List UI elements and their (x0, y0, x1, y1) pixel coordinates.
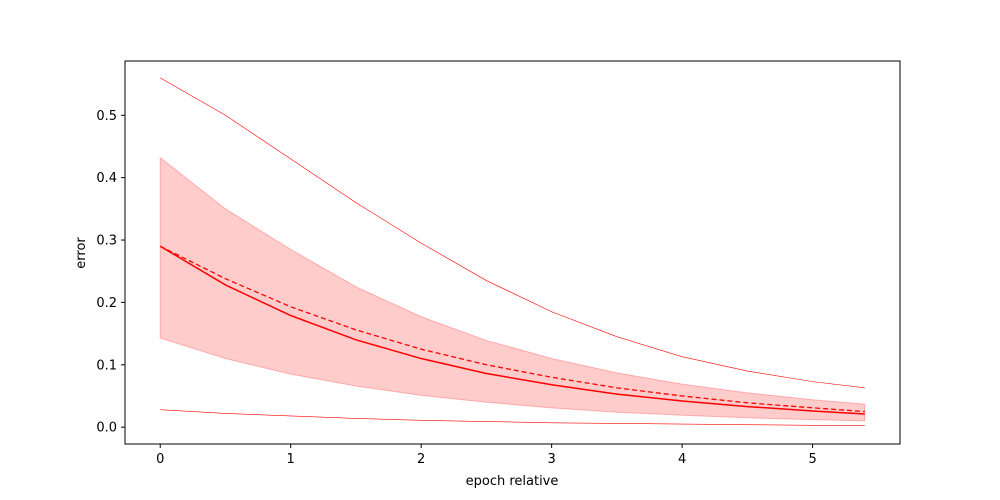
series-line-thin-upper (160, 77, 865, 389)
y-tick-label: 0.2 (96, 296, 117, 311)
y-tick-label: 0.1 (96, 358, 117, 373)
x-axis-ticks: 0 1 2 3 4 5 (156, 444, 817, 467)
y-tick-label: 0.0 (96, 421, 117, 436)
series-lines-layer (159, 77, 865, 426)
series-line-dashed (159, 245, 865, 413)
x-tick-label: 0 (156, 452, 164, 467)
y-axis-ticks: 0.0 0.1 0.2 0.3 0.4 0.5 (96, 109, 125, 436)
x-tick-label: 2 (417, 452, 425, 467)
x-tick-label: 4 (678, 452, 686, 467)
x-tick-label: 5 (808, 452, 816, 467)
confidence-band (159, 156, 866, 422)
series-line-solid (159, 245, 865, 415)
series-line-thin-lower (160, 409, 865, 426)
x-axis-label: epoch relative (466, 474, 559, 489)
x-tick-label: 3 (548, 452, 556, 467)
y-tick-label: 0.3 (96, 234, 117, 249)
y-tick-label: 0.4 (96, 171, 117, 186)
x-tick-label: 1 (287, 452, 295, 467)
y-tick-label: 0.5 (96, 109, 117, 124)
plot-frame (124, 60, 901, 445)
confidence-band-layer (159, 156, 866, 422)
y-axis-label: error (74, 237, 89, 269)
